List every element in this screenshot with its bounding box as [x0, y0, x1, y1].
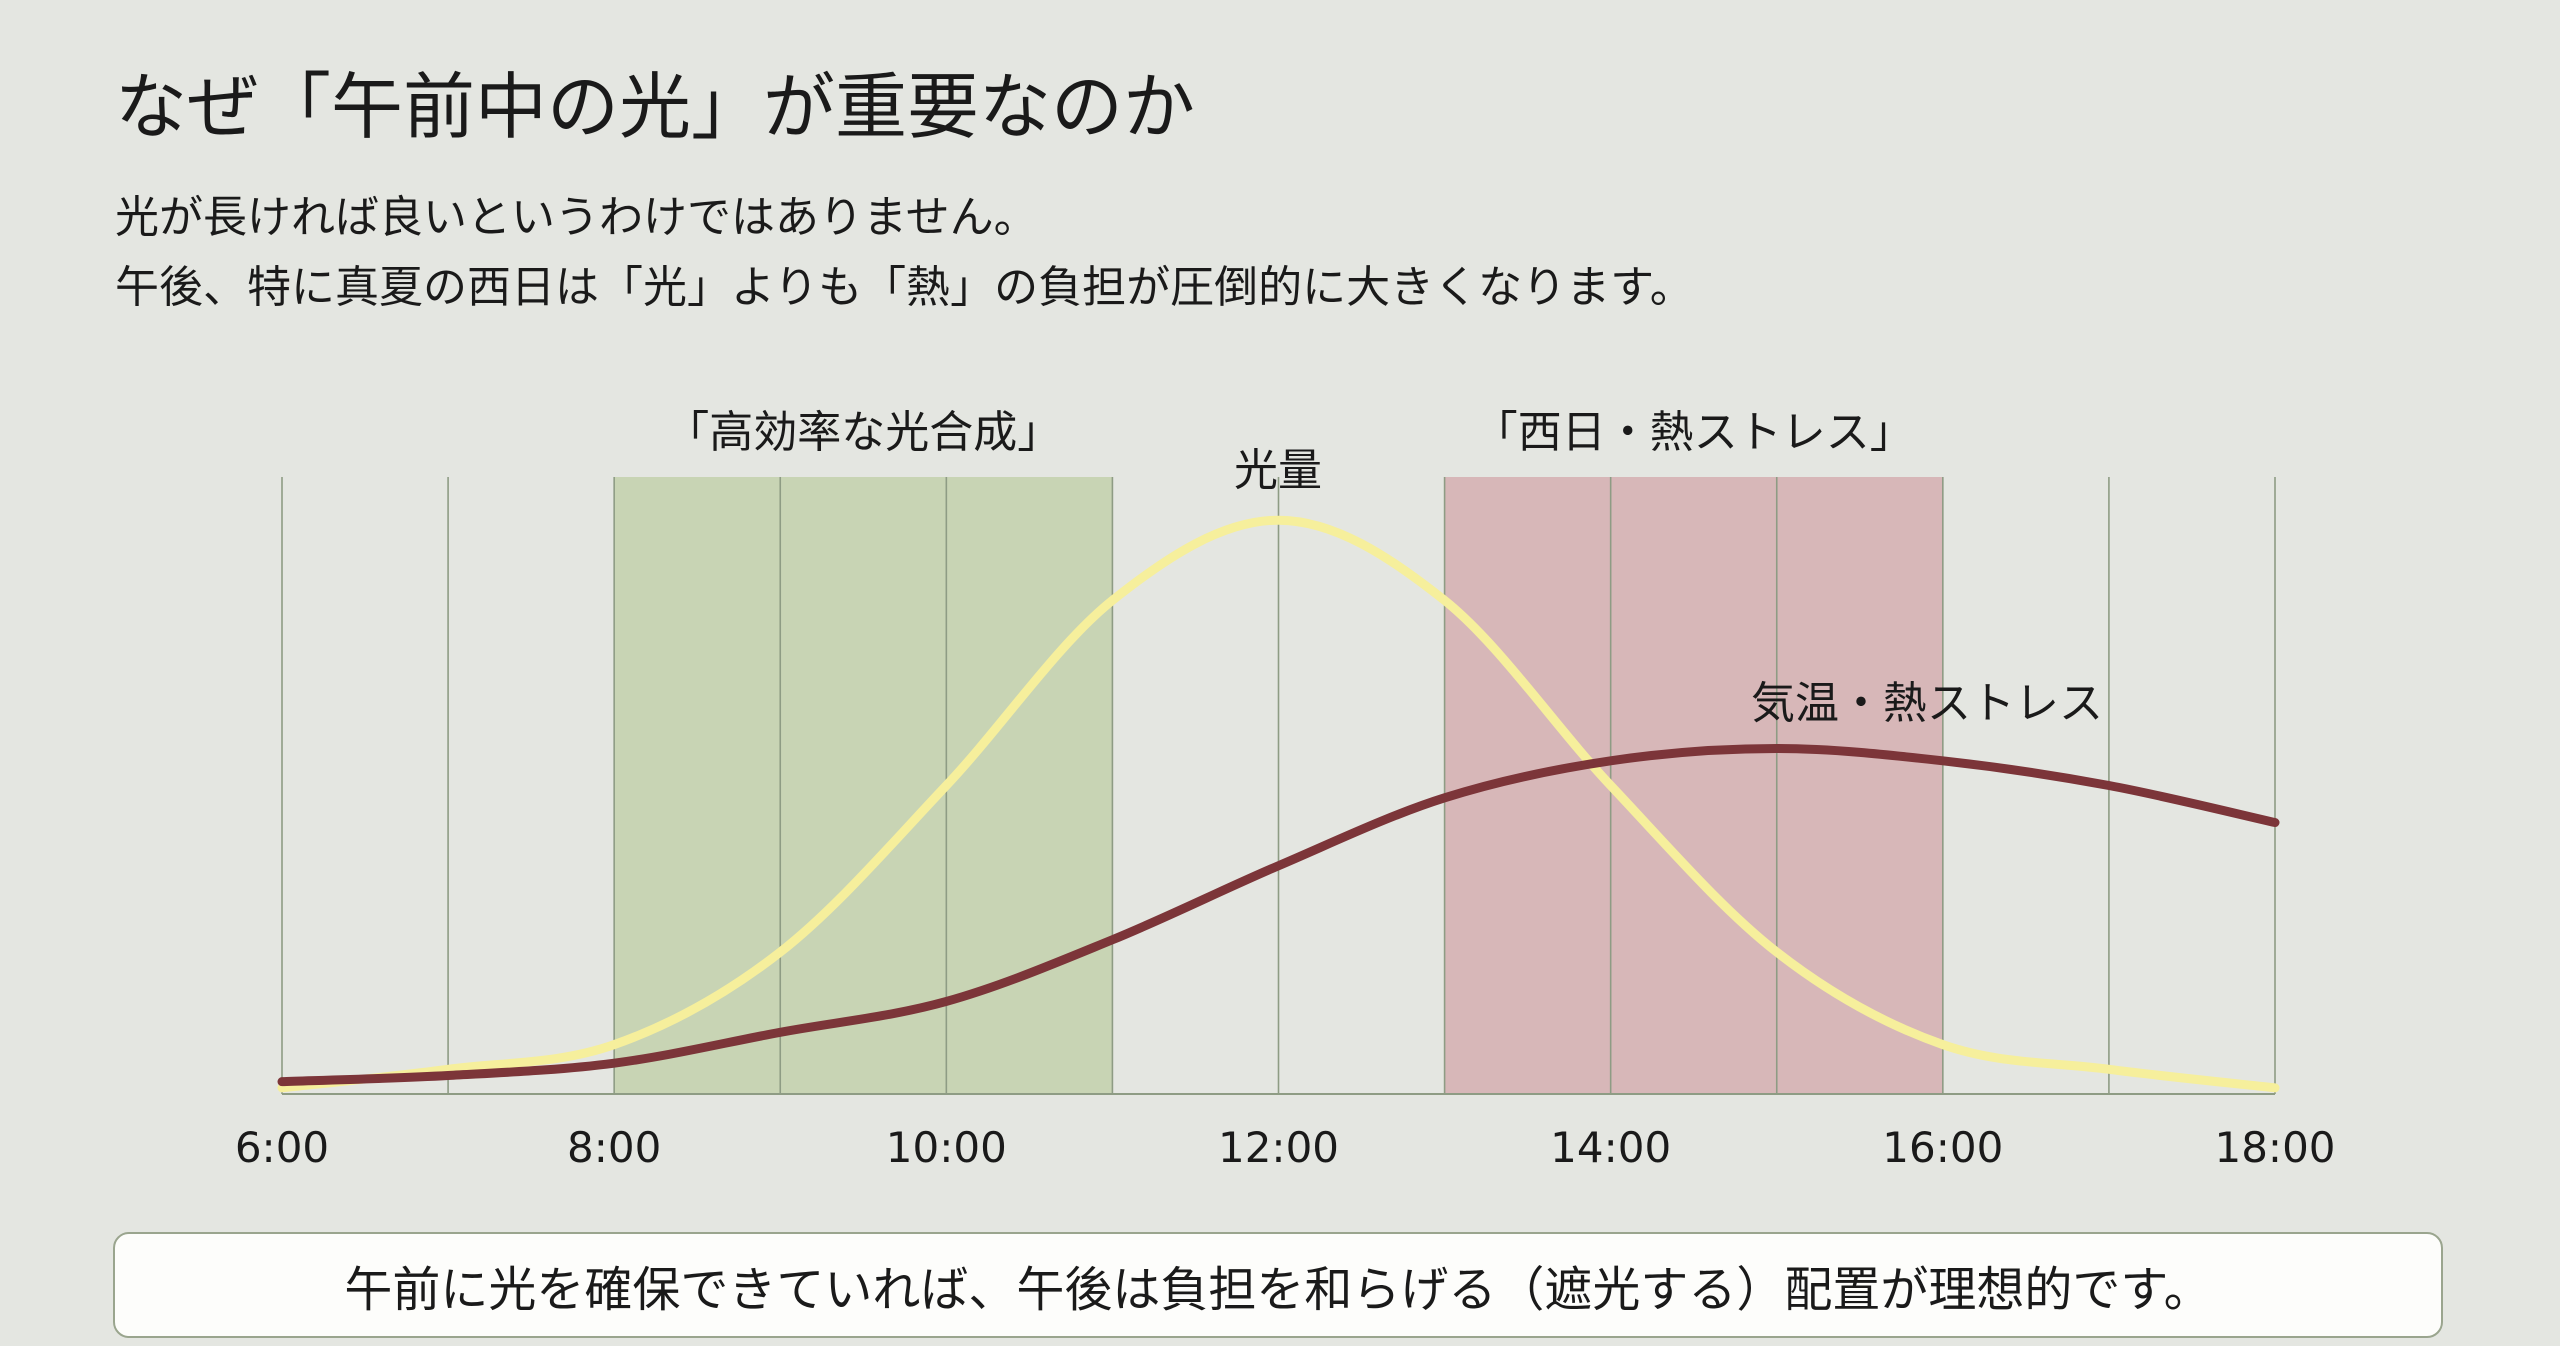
series-line-0: [277, 515, 2280, 1093]
series-label-light: 光量: [1234, 445, 1322, 496]
x-tick-label: 10:00: [886, 1123, 1007, 1172]
x-tick-label: 16:00: [1882, 1123, 2003, 1172]
x-tick-label: 12:00: [1218, 1123, 1339, 1172]
conclusion-text: 午前に光を確保できていれば、午後は負担を和らげる（遮光する）配置が理想的です。: [344, 1262, 2212, 1318]
band-0: [614, 477, 1113, 1094]
band-1: [1444, 477, 1943, 1094]
series-line-1: [277, 743, 2280, 1087]
x-tick-label: 14:00: [1550, 1123, 1671, 1172]
subtitle-line-1: 光が長ければ良いというわけではありません。: [115, 192, 1038, 243]
x-tick-label: 18:00: [2214, 1123, 2335, 1172]
page-title: なぜ「午前中の光」が重要なのか: [115, 65, 1196, 149]
series-label-heat: 気温・熱ストレス: [1751, 678, 2103, 729]
band-label-1: 「西日・熱ストレス」: [1474, 407, 1914, 458]
x-tick-label: 6:00: [235, 1123, 329, 1172]
band-label-0: 「高効率な光合成」: [665, 407, 1061, 458]
subtitle-line-2: 午後、特に真夏の西日は「光」よりも「熱」の負担が圧倒的に大きくなります。: [115, 262, 1694, 313]
x-tick-label: 8:00: [567, 1123, 661, 1172]
conclusion-box: 午前に光を確保できていれば、午後は負担を和らげる（遮光する）配置が理想的です。: [113, 1232, 2443, 1338]
